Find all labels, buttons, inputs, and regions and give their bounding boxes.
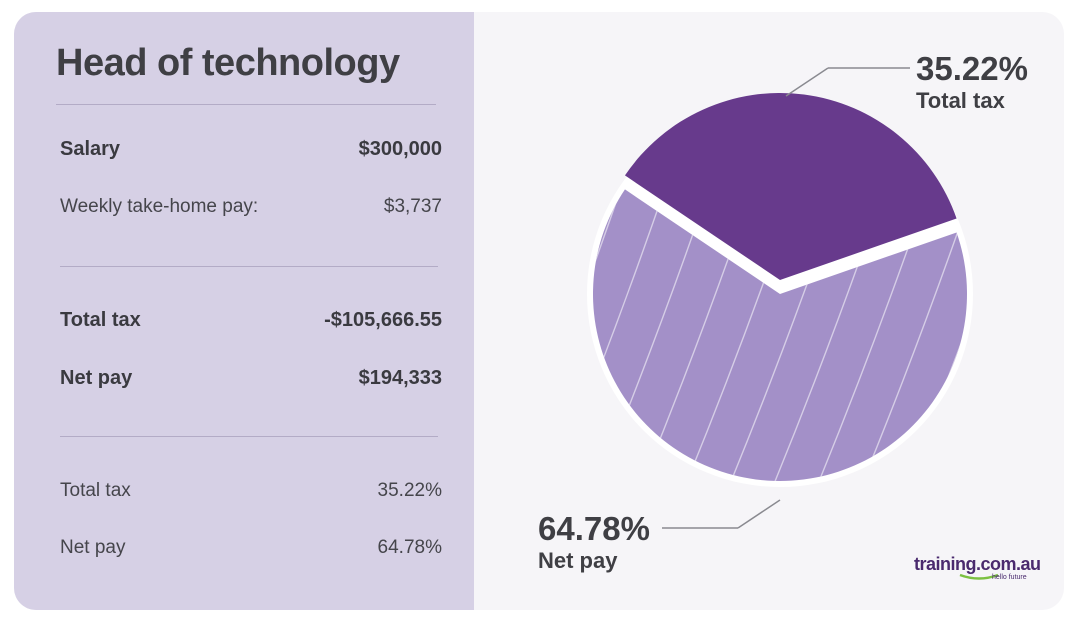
net-percent-row: Net pay 64.78% <box>60 537 442 559</box>
tax-leader-line <box>785 67 829 97</box>
divider <box>60 266 438 267</box>
net-percent-callout: 64.78% <box>538 510 650 547</box>
salary-label: Salary <box>60 138 121 160</box>
salary-row: Salary $300,000 <box>60 138 442 161</box>
net-percent-label: Net pay <box>60 537 126 558</box>
tax-percent-callout: 35.22% <box>916 50 1028 87</box>
hatch-line <box>593 189 685 482</box>
salary-value: $300,000 <box>358 138 442 160</box>
tax-percent-row: Total tax 35.22% <box>60 480 442 502</box>
pie-slice-net-pay <box>593 189 967 482</box>
tax-percent-value: 35.22% <box>377 480 442 501</box>
salary-card: Head of technology Salary $300,000 Weekl… <box>14 12 1064 610</box>
hatch-line <box>753 189 905 482</box>
tax-percent-label: Total tax <box>60 480 131 501</box>
net-pay-label: Net pay <box>60 367 133 389</box>
divider <box>56 104 436 105</box>
hatch-line <box>974 132 1064 532</box>
net-pay-row: Net pay $194,333 <box>60 367 442 390</box>
hatch-line <box>1018 132 1064 532</box>
total-tax-row: Total tax -$105,666.55 <box>60 309 442 332</box>
chart-panel: 35.22% Total tax 64.78% Net pay training… <box>474 12 1064 610</box>
total-tax-value: -$105,666.55 <box>324 309 442 331</box>
divider <box>60 436 438 437</box>
pie-chart: 35.22% Total tax 64.78% Net pay training… <box>474 50 1064 581</box>
net-callout-label: Net pay <box>538 548 618 573</box>
net-percent-value: 64.78% <box>377 537 442 558</box>
page-title: Head of technology <box>56 42 400 84</box>
weekly-pay-row: Weekly take-home pay: $3,737 <box>60 196 442 218</box>
brand-swoosh <box>959 573 999 580</box>
net-leader-line <box>737 499 781 529</box>
tax-callout-label: Total tax <box>916 88 1006 113</box>
hatch-line <box>593 189 597 482</box>
brand-logo: training.com.au hello future <box>914 554 1041 581</box>
pie-slice-total-tax <box>624 93 957 280</box>
hatch-line <box>1062 132 1064 532</box>
total-tax-label: Total tax <box>60 309 141 331</box>
brand-name: training.com.au <box>914 554 1041 574</box>
hatch-line <box>474 132 508 532</box>
net-pay-value: $194,333 <box>358 367 442 389</box>
summary-panel: Head of technology Salary $300,000 Weekl… <box>14 12 474 610</box>
brand-tagline: hello future <box>992 574 1027 581</box>
weekly-pay-label: Weekly take-home pay: <box>60 196 259 217</box>
hatch-line <box>474 132 552 532</box>
weekly-pay-value: $3,737 <box>383 196 442 217</box>
